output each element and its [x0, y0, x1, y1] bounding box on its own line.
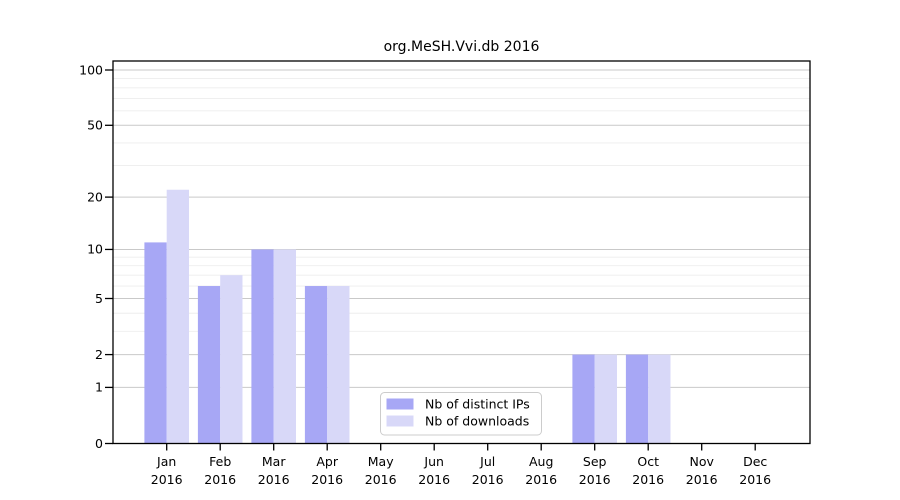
x-tick-label-year-dec: 2016 [739, 472, 771, 487]
x-tick-label-month-feb: Feb [209, 454, 231, 469]
legend-label-downloads: Nb of downloads [425, 414, 529, 429]
y-tick-label-20: 20 [87, 189, 103, 204]
x-tick-label-month-jan: Jan [156, 454, 176, 469]
x-tick-label-year-jan: 2016 [151, 472, 183, 487]
bar-nb-of-downloads-mar [273, 249, 296, 444]
axis-ticks-layer [105, 69, 756, 451]
x-tick-label-month-jul: Jul [479, 454, 495, 469]
bar-nb-of-downloads-oct [648, 354, 671, 444]
x-tick-label-month-nov: Nov [689, 454, 714, 469]
x-tick-label-year-may: 2016 [365, 472, 397, 487]
y-tick-label-50: 50 [87, 118, 103, 133]
bar-nb-of-downloads-sep [594, 354, 617, 444]
x-tick-label-year-mar: 2016 [258, 472, 290, 487]
x-tick-label-year-oct: 2016 [632, 472, 664, 487]
bars-layer [144, 189, 671, 444]
x-tick-label-month-sep: Sep [583, 454, 607, 469]
bar-nb-of-distinct-ips-jan [144, 242, 167, 444]
x-tick-label-year-jun: 2016 [418, 472, 450, 487]
bar-nb-of-distinct-ips-feb [197, 286, 221, 444]
bar-nb-of-distinct-ips-mar [251, 249, 274, 444]
chart-title: org.MeSH.Vvi.db 2016 [384, 39, 540, 55]
x-tick-label-month-may: May [368, 454, 394, 469]
bar-nb-of-distinct-ips-sep [572, 354, 595, 444]
y-tick-label-1: 1 [95, 380, 103, 395]
bar-nb-of-downloads-jan [166, 189, 189, 444]
legend: Nb of distinct IPs Nb of downloads [380, 392, 542, 436]
x-tick-label-year-aug: 2016 [525, 472, 557, 487]
bar-nb-of-distinct-ips-apr [304, 286, 328, 444]
legend-swatch-downloads [386, 415, 414, 427]
x-tick-label-month-aug: Aug [529, 454, 553, 469]
bar-nb-of-downloads-apr [327, 286, 350, 444]
x-tick-label-year-jul: 2016 [472, 472, 504, 487]
x-tick-label-year-apr: 2016 [311, 472, 343, 487]
y-tick-label-2: 2 [95, 347, 103, 362]
gridlines-layer [113, 69, 810, 388]
x-tick-label-month-oct: Oct [637, 454, 659, 469]
bar-nb-of-downloads-feb [220, 275, 243, 444]
y-tick-label-10: 10 [87, 242, 103, 257]
x-tick-label-month-apr: Apr [316, 454, 338, 469]
x-tick-label-year-nov: 2016 [686, 472, 718, 487]
legend-box [380, 392, 542, 436]
plot-frame [112, 60, 811, 445]
y-tick-label-5: 5 [95, 291, 103, 306]
x-tick-label-month-dec: Dec [743, 454, 767, 469]
x-tick-label-month-jun: Jun [423, 454, 444, 469]
y-tick-label-100: 100 [79, 62, 103, 77]
legend-label-distinct-ips: Nb of distinct IPs [425, 397, 530, 412]
x-tick-label-year-feb: 2016 [204, 472, 236, 487]
y-tick-label-0: 0 [95, 436, 103, 451]
x-tick-label-month-mar: Mar [262, 454, 286, 469]
x-tick-label-year-sep: 2016 [579, 472, 611, 487]
axis-labels-layer: 0 1 2 5 10 20 50 100 Jan 2016 Feb 2016 Mar 2016 Apr 201… [79, 62, 771, 487]
legend-swatch-distinct-ips [386, 398, 414, 410]
bar-nb-of-distinct-ips-oct [625, 354, 649, 444]
